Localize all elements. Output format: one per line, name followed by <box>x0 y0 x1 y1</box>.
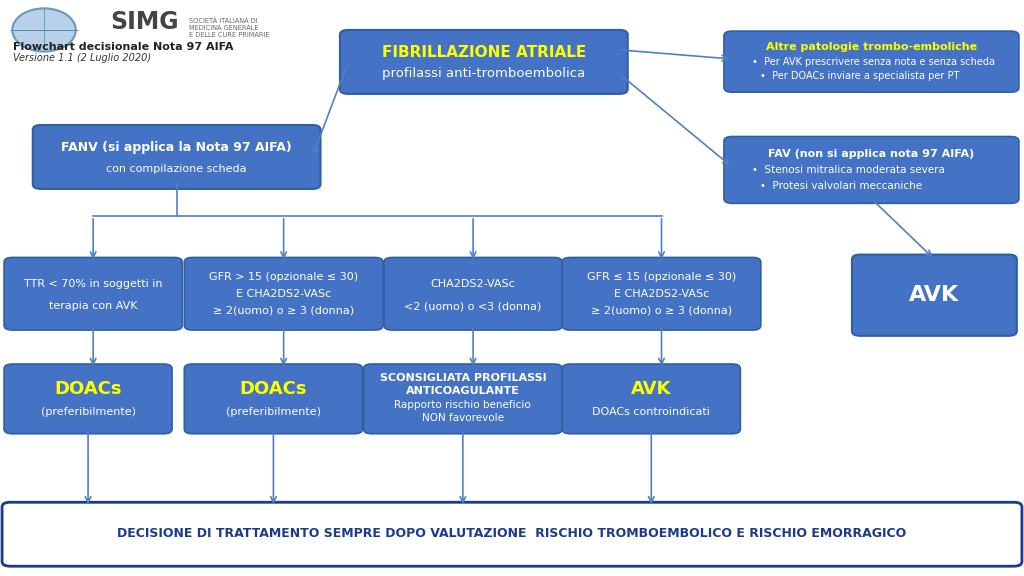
Text: AVK: AVK <box>631 380 672 397</box>
Text: SIMG: SIMG <box>111 10 179 34</box>
Text: •  Protesi valvolari meccaniche: • Protesi valvolari meccaniche <box>760 181 923 191</box>
Text: NON favorevole: NON favorevole <box>422 413 504 423</box>
FancyBboxPatch shape <box>724 31 1019 92</box>
Text: •  Per AVK prescrivere senza nota e senza scheda: • Per AVK prescrivere senza nota e senza… <box>752 56 994 67</box>
Text: con compilazione scheda: con compilazione scheda <box>106 164 247 174</box>
Text: GFR ≤ 15 (opzionale ≤ 30): GFR ≤ 15 (opzionale ≤ 30) <box>587 272 736 282</box>
FancyBboxPatch shape <box>184 364 362 434</box>
Text: E DELLE CURE PRIMARIE: E DELLE CURE PRIMARIE <box>189 32 270 38</box>
Text: DOACs: DOACs <box>54 380 122 397</box>
Text: SCONSIGLIATA PROFILASSI: SCONSIGLIATA PROFILASSI <box>380 373 546 383</box>
Text: Flowchart decisionale Nota 97 AIFA: Flowchart decisionale Nota 97 AIFA <box>13 42 233 52</box>
FancyBboxPatch shape <box>184 257 383 330</box>
FancyBboxPatch shape <box>852 255 1017 336</box>
Text: ≥ 2(uomo) o ≥ 3 (donna): ≥ 2(uomo) o ≥ 3 (donna) <box>213 305 354 315</box>
Text: profilassi anti-tromboembolica: profilassi anti-tromboembolica <box>382 67 586 81</box>
Text: ≥ 2(uomo) o ≥ 3 (donna): ≥ 2(uomo) o ≥ 3 (donna) <box>591 305 732 315</box>
Text: MEDICINA GENERALE: MEDICINA GENERALE <box>189 25 259 31</box>
Text: DECISIONE DI TRATTAMENTO SEMPRE DOPO VALUTAZIONE  RISCHIO TROMBOEMBOLICO E RISCH: DECISIONE DI TRATTAMENTO SEMPRE DOPO VAL… <box>118 528 906 540</box>
Text: (preferibilmente): (preferibilmente) <box>41 407 135 417</box>
FancyBboxPatch shape <box>724 137 1019 203</box>
Text: ANTICOAGULANTE: ANTICOAGULANTE <box>406 386 520 396</box>
Text: FANV (si applica la Nota 97 AIFA): FANV (si applica la Nota 97 AIFA) <box>61 141 292 154</box>
Text: DOACs controindicati: DOACs controindicati <box>592 407 711 417</box>
Text: (preferibilmente): (preferibilmente) <box>226 407 321 417</box>
Text: terapia con AVK: terapia con AVK <box>49 301 137 312</box>
Text: •  Stenosi mitralica moderata severa: • Stenosi mitralica moderata severa <box>752 165 944 175</box>
Text: Rapporto rischio beneficio: Rapporto rischio beneficio <box>394 400 531 410</box>
Text: GFR > 15 (opzionale ≤ 30): GFR > 15 (opzionale ≤ 30) <box>209 272 358 282</box>
Text: DOACs: DOACs <box>240 380 307 397</box>
Text: CHA2DS2-VASc: CHA2DS2-VASc <box>431 279 515 289</box>
Text: FIBRILLAZIONE ATRIALE: FIBRILLAZIONE ATRIALE <box>382 45 586 60</box>
Text: FAV (non si applica nota 97 AIFA): FAV (non si applica nota 97 AIFA) <box>768 149 975 159</box>
FancyBboxPatch shape <box>4 257 182 330</box>
Text: TTR < 70% in soggetti in: TTR < 70% in soggetti in <box>24 279 163 289</box>
Text: <2 (uomo) o <3 (donna): <2 (uomo) o <3 (donna) <box>404 301 542 312</box>
FancyBboxPatch shape <box>2 502 1022 566</box>
FancyBboxPatch shape <box>33 125 321 189</box>
FancyBboxPatch shape <box>384 257 562 330</box>
FancyBboxPatch shape <box>340 30 628 94</box>
Ellipse shape <box>12 8 76 52</box>
FancyBboxPatch shape <box>4 364 172 434</box>
Text: Versione 1.1 (2 Luglio 2020): Versione 1.1 (2 Luglio 2020) <box>13 52 152 63</box>
Text: AVK: AVK <box>909 285 959 305</box>
FancyBboxPatch shape <box>562 257 761 330</box>
Text: E CHA2DS2-VASc: E CHA2DS2-VASc <box>236 289 332 299</box>
Text: Altre patologie trombo-emboliche: Altre patologie trombo-emboliche <box>766 42 977 52</box>
Text: SOCIETÀ ITALIANA DI: SOCIETÀ ITALIANA DI <box>189 17 258 24</box>
Text: •  Per DOACs inviare a specialista per PT: • Per DOACs inviare a specialista per PT <box>760 71 959 81</box>
Text: E CHA2DS2-VASc: E CHA2DS2-VASc <box>613 289 710 299</box>
FancyBboxPatch shape <box>562 364 740 434</box>
FancyBboxPatch shape <box>364 364 562 434</box>
